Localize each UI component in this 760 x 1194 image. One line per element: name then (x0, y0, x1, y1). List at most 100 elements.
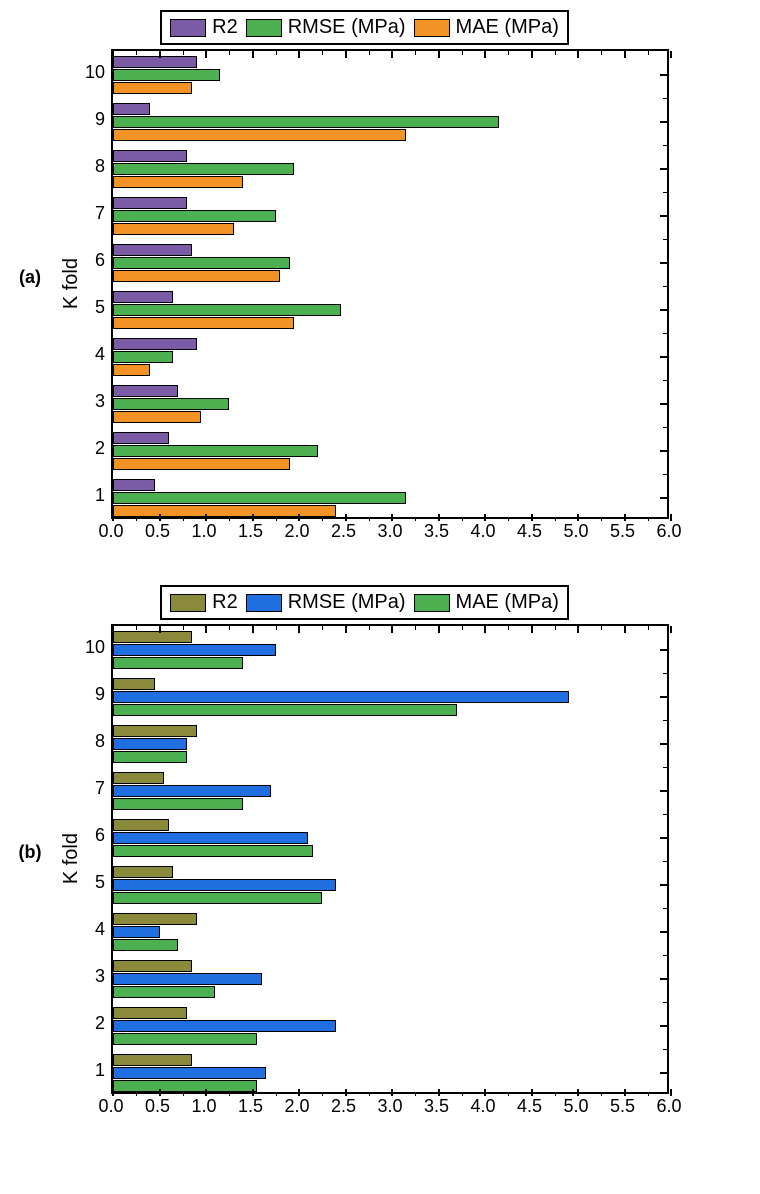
bar (113, 631, 192, 643)
panel-a: (a) R2RMSE (MPa)MAE (MPa) K fold 1234567… (0, 0, 760, 545)
xtick-label: 0.5 (145, 521, 170, 542)
panel-b-plot (111, 624, 669, 1094)
bar (113, 678, 155, 690)
ytick-label: 7 (85, 765, 105, 812)
ytick-label: 1 (85, 1047, 105, 1094)
ytick-label: 8 (85, 143, 105, 190)
legend-label: MAE (MPa) (456, 16, 559, 39)
bar (113, 445, 318, 457)
xtick-label: 2.5 (331, 521, 356, 542)
bar (113, 798, 243, 810)
bar (113, 458, 290, 470)
panel-b-label: (b) (0, 842, 60, 863)
bar (113, 129, 406, 141)
legend-label: R2 (212, 591, 238, 614)
bar (113, 986, 215, 998)
panel-b: (b) R2RMSE (MPa)MAE (MPa) K fold 1234567… (0, 585, 760, 1120)
bar (113, 866, 173, 878)
panel-a-chart: R2RMSE (MPa)MAE (MPa) K fold 12345678910… (60, 10, 669, 545)
bar (113, 785, 271, 797)
bar (113, 317, 294, 329)
bar (113, 725, 197, 737)
figure: (a) R2RMSE (MPa)MAE (MPa) K fold 1234567… (0, 0, 760, 1120)
bar (113, 505, 336, 517)
bar (113, 69, 220, 81)
panel-a-legend: R2 RMSE (MPa) MAE (MPa) (160, 10, 569, 45)
legend-item: MAE (MPa) (414, 16, 559, 39)
xtick-label: 6.0 (657, 1096, 682, 1117)
legend-item: R2 (170, 16, 238, 39)
bar (113, 291, 173, 303)
ytick-label: 1 (85, 472, 105, 519)
ytick-label: 2 (85, 1000, 105, 1047)
bar (113, 926, 160, 938)
bar (113, 223, 234, 235)
bar (113, 704, 457, 716)
ytick-label: 3 (85, 953, 105, 1000)
xtick-label: 5.0 (564, 1096, 589, 1117)
legend-swatch (414, 594, 450, 612)
ytick-label: 2 (85, 425, 105, 472)
bar (113, 270, 280, 282)
bar (113, 244, 192, 256)
panel-a-plot (111, 49, 669, 519)
bar (113, 973, 262, 985)
xtick-label: 5.0 (564, 521, 589, 542)
bar (113, 338, 197, 350)
xtick-label: 0.5 (145, 1096, 170, 1117)
xtick-label: 4.5 (517, 1096, 542, 1117)
bar (113, 832, 308, 844)
panel-a-label: (a) (0, 267, 60, 288)
xtick-label: 3.5 (424, 521, 449, 542)
legend-item: R2 (170, 591, 238, 614)
bar (113, 364, 150, 376)
legend-swatch (246, 594, 282, 612)
bar (113, 492, 406, 504)
ytick-label: 10 (85, 624, 105, 671)
panel-a-ylabel: K fold (60, 258, 83, 309)
panel-b-chart: R2RMSE (MPa)MAE (MPa) K fold 12345678910… (60, 585, 669, 1120)
bar (113, 939, 178, 951)
bar (113, 479, 155, 491)
ytick-label: 9 (85, 671, 105, 718)
bar (113, 1080, 257, 1092)
xtick-label: 5.5 (610, 521, 635, 542)
bar (113, 411, 201, 423)
bar (113, 150, 187, 162)
legend-label: R2 (212, 16, 238, 39)
bar (113, 398, 229, 410)
xtick-label: 0.0 (99, 521, 124, 542)
bar (113, 960, 192, 972)
bar (113, 879, 336, 891)
bar (113, 197, 187, 209)
xtick-label: 1.0 (192, 1096, 217, 1117)
legend-label: RMSE (MPa) (288, 16, 406, 39)
xtick-label: 2.5 (331, 1096, 356, 1117)
bar (113, 210, 276, 222)
legend-label: MAE (MPa) (456, 591, 559, 614)
xtick-label: 5.5 (610, 1096, 635, 1117)
bar (113, 819, 169, 831)
legend-swatch (414, 19, 450, 37)
bar (113, 304, 341, 316)
bar (113, 913, 197, 925)
ytick-label: 5 (85, 284, 105, 331)
ytick-label: 7 (85, 190, 105, 237)
ytick-label: 5 (85, 859, 105, 906)
bar (113, 56, 197, 68)
bar (113, 385, 178, 397)
bar (113, 845, 313, 857)
bar (113, 176, 243, 188)
legend-item: RMSE (MPa) (246, 591, 406, 614)
bar (113, 892, 322, 904)
bar (113, 1067, 266, 1079)
xtick-label: 3.0 (378, 521, 403, 542)
bar (113, 1007, 187, 1019)
legend-swatch (170, 594, 206, 612)
bar (113, 257, 290, 269)
xtick-label: 0.0 (99, 1096, 124, 1117)
ytick-label: 6 (85, 237, 105, 284)
xtick-label: 4.0 (471, 1096, 496, 1117)
panel-b-legend: R2 RMSE (MPa) MAE (MPa) (160, 585, 569, 620)
legend-swatch (246, 19, 282, 37)
